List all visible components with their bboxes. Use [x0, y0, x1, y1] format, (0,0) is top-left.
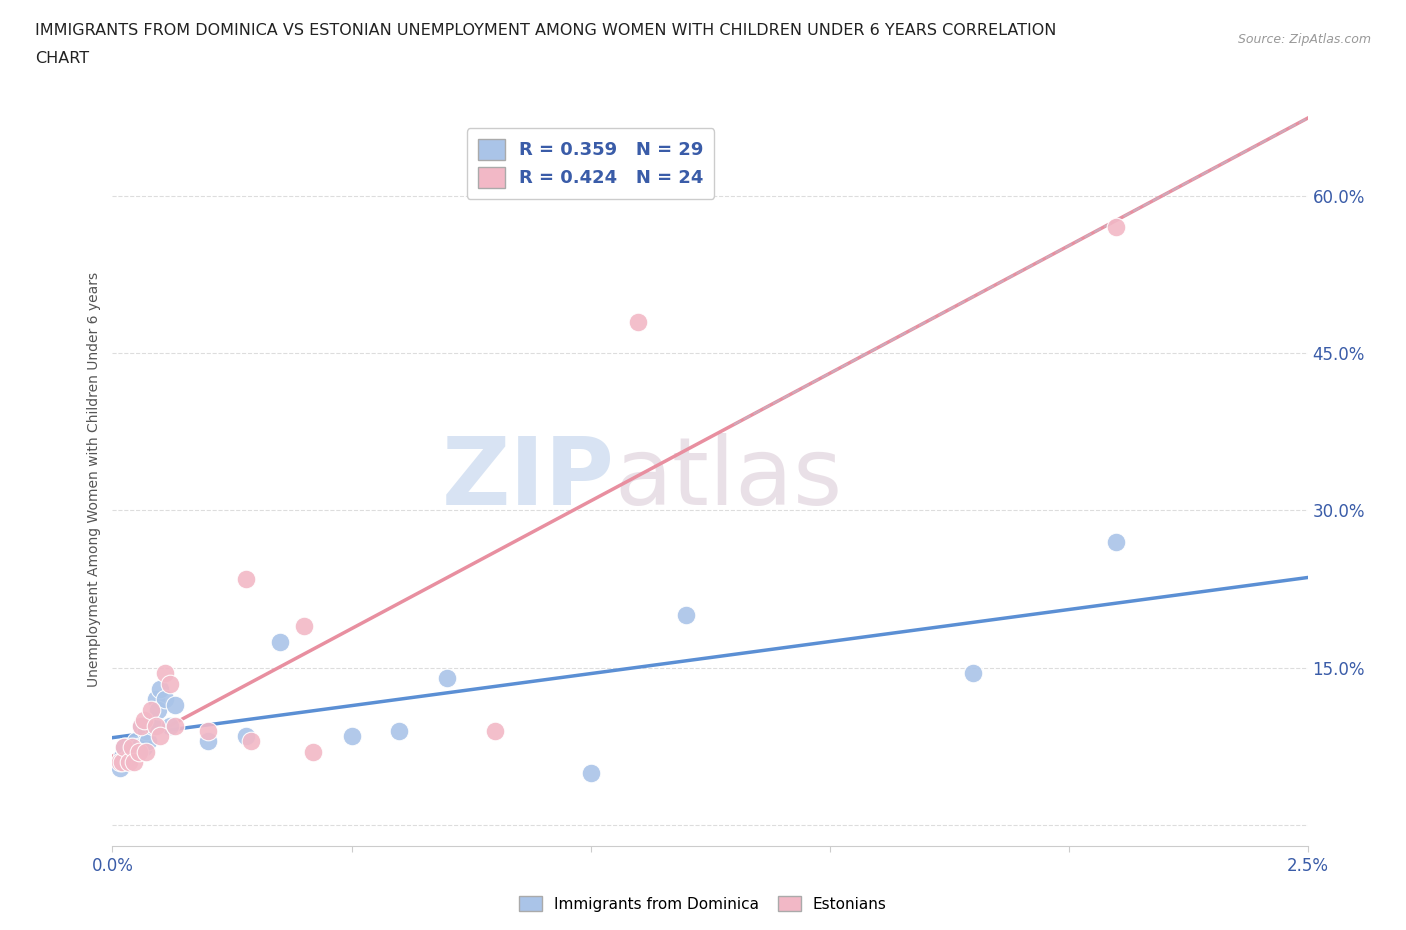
- Point: [302, 744, 325, 759]
- Point: [125, 734, 148, 749]
- Point: [627, 314, 650, 329]
- Legend: Immigrants from Dominica, Estonians: Immigrants from Dominica, Estonians: [513, 889, 893, 918]
- Point: [108, 755, 131, 770]
- Point: [111, 750, 134, 764]
- Point: [145, 718, 167, 733]
- Point: [146, 702, 169, 717]
- Point: [153, 666, 176, 681]
- Point: [118, 755, 141, 770]
- Point: [132, 713, 155, 728]
- Point: [340, 729, 363, 744]
- Point: [114, 739, 135, 754]
- Point: [197, 724, 219, 738]
- Point: [121, 739, 143, 754]
- Point: [149, 729, 172, 744]
- Point: [153, 692, 176, 707]
- Point: [129, 718, 152, 733]
- Point: [1105, 219, 1128, 234]
- Point: [292, 618, 315, 633]
- Point: [962, 666, 984, 681]
- Point: [138, 734, 160, 749]
- Point: [269, 634, 291, 649]
- Text: Source: ZipAtlas.com: Source: ZipAtlas.com: [1237, 33, 1371, 46]
- Point: [1105, 535, 1128, 550]
- Point: [139, 702, 162, 717]
- Point: [135, 744, 157, 759]
- Point: [121, 739, 143, 754]
- Point: [145, 692, 167, 707]
- Legend: R = 0.359   N = 29, R = 0.424   N = 24: R = 0.359 N = 29, R = 0.424 N = 24: [467, 128, 714, 199]
- Point: [235, 571, 257, 586]
- Point: [111, 755, 134, 770]
- Point: [114, 739, 135, 754]
- Point: [128, 739, 150, 754]
- Y-axis label: Unemployment Among Women with Children Under 6 years: Unemployment Among Women with Children U…: [87, 272, 101, 686]
- Point: [108, 760, 131, 775]
- Point: [149, 682, 172, 697]
- Point: [128, 744, 150, 759]
- Point: [197, 734, 219, 749]
- Point: [142, 718, 165, 733]
- Point: [129, 718, 152, 733]
- Text: IMMIGRANTS FROM DOMINICA VS ESTONIAN UNEMPLOYMENT AMONG WOMEN WITH CHILDREN UNDE: IMMIGRANTS FROM DOMINICA VS ESTONIAN UNE…: [35, 23, 1056, 38]
- Text: atlas: atlas: [614, 433, 842, 525]
- Point: [135, 724, 157, 738]
- Point: [388, 724, 411, 738]
- Point: [118, 750, 141, 764]
- Point: [675, 608, 697, 623]
- Point: [159, 718, 181, 733]
- Point: [163, 718, 186, 733]
- Point: [235, 729, 257, 744]
- Point: [436, 671, 458, 685]
- Point: [579, 765, 602, 780]
- Point: [163, 698, 186, 712]
- Point: [240, 734, 263, 749]
- Text: CHART: CHART: [35, 51, 89, 66]
- Point: [484, 724, 506, 738]
- Point: [159, 676, 181, 691]
- Point: [139, 713, 162, 728]
- Point: [122, 755, 145, 770]
- Point: [132, 739, 155, 754]
- Text: ZIP: ZIP: [441, 433, 614, 525]
